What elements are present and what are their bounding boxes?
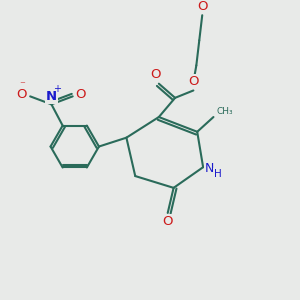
Text: N: N xyxy=(46,90,57,103)
Text: H: H xyxy=(214,169,222,179)
Text: O: O xyxy=(150,68,160,81)
Text: ⁻: ⁻ xyxy=(19,80,25,90)
Text: N: N xyxy=(205,162,214,175)
Text: CH₃: CH₃ xyxy=(217,107,234,116)
Text: +: + xyxy=(53,84,61,94)
Text: O: O xyxy=(76,88,86,101)
Text: O: O xyxy=(17,88,27,101)
Text: O: O xyxy=(189,75,199,88)
Text: O: O xyxy=(163,215,173,228)
Text: O: O xyxy=(197,0,208,14)
